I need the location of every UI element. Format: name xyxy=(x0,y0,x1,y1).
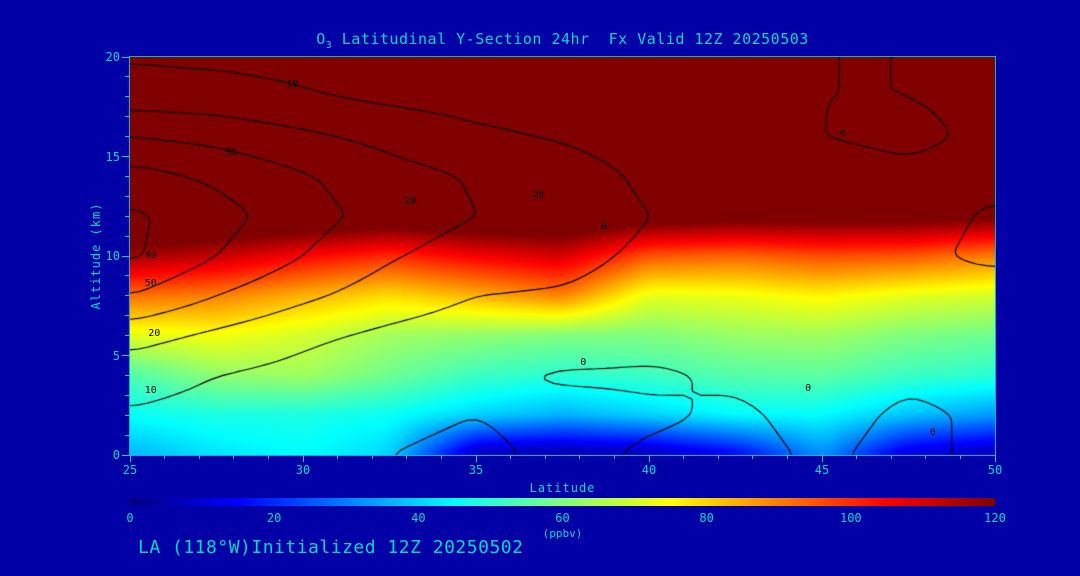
colorbar-tick-label: 100 xyxy=(839,511,862,525)
x-minor-tick xyxy=(544,455,546,459)
x-minor-tick xyxy=(786,455,788,459)
y-minor-tick xyxy=(125,76,129,78)
x-tick-label: 40 xyxy=(641,463,657,477)
colorbar-tick-label: 0 xyxy=(126,511,134,525)
y-minor-tick xyxy=(125,136,129,138)
y-major-tick xyxy=(122,156,129,157)
plot-frame xyxy=(129,56,996,456)
contour-label: 0 xyxy=(839,128,846,140)
y-minor-tick xyxy=(125,414,129,416)
footer-init-label: LA (118°W)Initialized 12Z 20250502 xyxy=(138,537,524,558)
y-minor-tick xyxy=(125,175,129,177)
plot-title: O3 Latitudinal Y-Section 24hr Fx Valid 1… xyxy=(130,30,995,51)
y-minor-tick xyxy=(125,275,129,277)
x-minor-tick xyxy=(683,455,685,459)
colorbar-units-label: (ppbv) xyxy=(542,527,583,540)
ozone-cross-section-canvas xyxy=(130,57,995,455)
x-minor-tick xyxy=(752,455,754,459)
y-minor-tick xyxy=(125,374,129,376)
contour-label: 0 xyxy=(929,427,936,439)
x-tick-label: 35 xyxy=(468,463,484,477)
y-tick-label: 5 xyxy=(112,348,120,363)
plot-title-species: O xyxy=(316,30,326,48)
y-major-tick xyxy=(122,56,129,58)
colorbar-tick-label: 20 xyxy=(266,511,282,525)
contour-label: 40 xyxy=(144,250,157,261)
contour-label: 0 xyxy=(580,357,587,369)
colorbar-tick-label: 120 xyxy=(984,511,1006,525)
x-tick-label: 30 xyxy=(295,463,311,477)
x-major-tick xyxy=(129,455,131,462)
x-minor-tick xyxy=(371,455,373,459)
y-minor-tick xyxy=(125,215,129,217)
colorbar-tick-label: 40 xyxy=(411,511,426,525)
y-minor-tick xyxy=(125,434,129,436)
y-minor-tick xyxy=(125,195,129,197)
x-tick-label: 45 xyxy=(814,463,830,477)
y-major-tick xyxy=(122,255,129,257)
x-minor-tick xyxy=(198,455,200,459)
contour-label: 50 xyxy=(144,277,157,289)
y-tick-label: 0 xyxy=(112,448,120,462)
y-major-tick xyxy=(122,355,129,356)
x-major-tick xyxy=(821,455,823,462)
y-minor-tick xyxy=(125,335,129,337)
y-minor-tick xyxy=(125,315,129,317)
x-minor-tick xyxy=(406,455,408,459)
colorbar-tick-label: 60 xyxy=(555,511,570,525)
y-minor-tick xyxy=(125,96,129,98)
x-tick-label: 25 xyxy=(122,463,138,477)
x-axis-label: Latitude xyxy=(529,481,596,495)
contour-label: 20 xyxy=(404,196,417,208)
y-major-tick xyxy=(122,454,129,456)
contour-label: 10 xyxy=(144,385,157,397)
x-minor-tick xyxy=(925,455,927,459)
y-tick-label: 20 xyxy=(105,50,120,64)
colorbar-canvas xyxy=(130,498,995,506)
y-minor-tick xyxy=(125,394,129,396)
contour-label: 30 xyxy=(224,146,237,158)
x-minor-tick xyxy=(613,455,615,459)
x-minor-tick xyxy=(267,455,269,459)
y-minor-tick xyxy=(125,295,129,297)
plot-title-text: Latitudinal Y-Section 24hr Fx Valid 12Z … xyxy=(332,30,809,48)
y-tick-label: 15 xyxy=(105,149,120,164)
colorbar-tick-label: 80 xyxy=(699,511,714,525)
y-minor-tick xyxy=(125,235,129,237)
y-tick-label: 10 xyxy=(105,249,120,263)
x-tick-label: 50 xyxy=(987,463,1003,477)
contour-label: 10 xyxy=(286,78,299,90)
x-major-tick xyxy=(475,455,477,462)
contour-label: 20 xyxy=(148,327,161,339)
plot-title-species-subscript: 3 xyxy=(325,40,333,51)
x-minor-tick xyxy=(856,455,858,459)
x-minor-tick xyxy=(510,455,512,459)
x-major-tick xyxy=(302,455,304,462)
x-minor-tick xyxy=(959,455,961,459)
contour-label: 0 xyxy=(805,383,812,395)
x-minor-tick xyxy=(890,455,892,459)
x-minor-tick xyxy=(337,455,339,459)
contour-label: 0 xyxy=(601,222,608,234)
x-minor-tick xyxy=(440,455,442,459)
x-major-tick xyxy=(648,455,650,462)
x-major-tick xyxy=(994,455,996,462)
x-minor-tick xyxy=(717,455,719,459)
y-minor-tick xyxy=(125,116,129,118)
x-minor-tick xyxy=(164,455,166,459)
x-minor-tick xyxy=(579,455,581,459)
x-minor-tick xyxy=(233,455,235,459)
contour-label: 20 xyxy=(532,190,545,202)
